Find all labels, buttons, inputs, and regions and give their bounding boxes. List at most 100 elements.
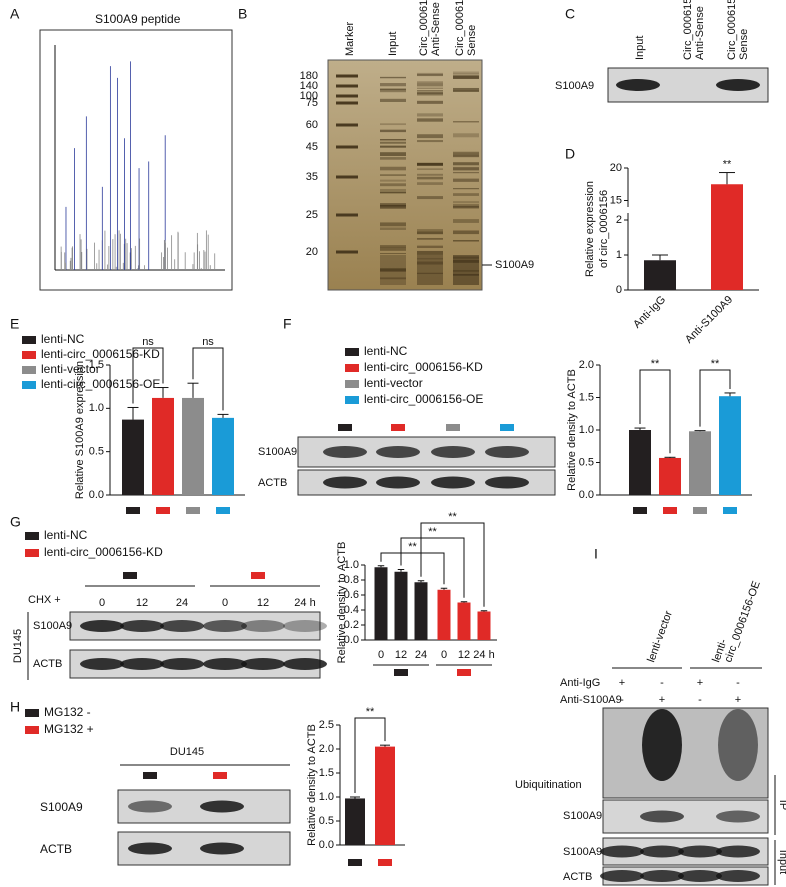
lane-marker — [500, 424, 514, 431]
gel-band — [417, 140, 443, 143]
gel-band — [380, 252, 406, 255]
time-label: 12 — [257, 597, 269, 609]
bar — [644, 260, 676, 290]
gel-band — [380, 152, 406, 157]
gel-band — [417, 91, 443, 95]
y-tick-label: 0.0 — [89, 489, 104, 501]
sign: - — [736, 677, 740, 689]
panel-title: S100A9 peptide — [95, 12, 181, 26]
lane-marker — [213, 772, 227, 779]
gel-band — [417, 93, 443, 96]
category-marker — [348, 859, 362, 866]
blot-band — [241, 658, 285, 670]
gel-band — [417, 231, 443, 235]
bar — [711, 184, 743, 290]
y-tick-label: 0.2 — [344, 619, 359, 631]
gel-band — [417, 176, 443, 180]
gel-band — [453, 203, 479, 206]
y-axis-label: of circ_0006156 — [598, 190, 610, 268]
legend-label: lenti-circ_0006156-OE — [41, 377, 160, 391]
category-marker — [663, 507, 677, 514]
ladder-band — [336, 213, 358, 217]
size-marker: 180 — [300, 70, 318, 82]
lane-label: Sense — [738, 29, 750, 60]
gel-band — [380, 88, 406, 91]
lane-marker — [338, 424, 352, 431]
blot-band — [80, 620, 124, 632]
gel-band — [417, 250, 443, 255]
gel-band — [380, 222, 406, 227]
bracket — [639, 369, 671, 454]
gel-band — [380, 129, 406, 133]
annotation: ** — [408, 541, 417, 553]
gel-band — [453, 76, 479, 80]
gel-band — [453, 151, 479, 154]
panel-letter: B — [238, 6, 247, 22]
blot-label: S100A9 — [40, 800, 83, 814]
blot-band — [431, 446, 475, 458]
gel-band — [417, 83, 443, 87]
gel-band — [417, 182, 443, 185]
y-tick-label: 0.4 — [344, 604, 359, 616]
lane-label: Input — [387, 32, 399, 56]
bracket — [354, 717, 386, 793]
gel-band — [380, 98, 406, 102]
y-tick-label: 0.8 — [344, 574, 359, 586]
legend-label: lenti-circ_0006156-OE — [364, 392, 483, 406]
y-tick-label: 15 — [610, 194, 622, 206]
blot-band — [200, 842, 244, 855]
blot-label: Ubiquitination — [515, 779, 582, 791]
bar — [437, 589, 451, 640]
blot-label: S100A9 — [555, 80, 594, 92]
gel-band — [453, 255, 479, 285]
gel-band — [380, 227, 406, 230]
legend-label: lenti-NC — [364, 344, 408, 358]
lane-label: Sense — [466, 25, 478, 56]
gel-band — [380, 277, 406, 280]
gel-band — [417, 173, 443, 176]
legend-swatch — [345, 348, 359, 356]
bar — [212, 417, 234, 495]
bracket — [192, 347, 224, 411]
category-marker — [156, 507, 170, 514]
y-tick-label: 1.5 — [579, 391, 594, 403]
blot-band — [485, 476, 529, 489]
legend-swatch — [25, 549, 39, 557]
x-tick-label: Anti-IgG — [631, 294, 668, 331]
y-tick-label: 1.0 — [579, 424, 594, 436]
bar — [182, 397, 204, 495]
category-marker — [126, 507, 140, 514]
legend-swatch — [345, 396, 359, 404]
panel-letter: E — [10, 316, 19, 332]
category-marker — [723, 507, 737, 514]
size-marker: 35 — [306, 171, 318, 183]
time-label: 24 — [176, 597, 188, 609]
y-tick-label: 0.5 — [319, 815, 334, 827]
legend-label: MG132 + — [44, 722, 94, 736]
lane-marker — [143, 772, 157, 779]
condition-label: Anti-IgG — [560, 677, 600, 689]
panel-letter: G — [10, 514, 21, 530]
bar — [477, 611, 491, 640]
y-tick-label: 0 — [616, 284, 622, 296]
bar — [457, 602, 471, 640]
gel-band — [417, 261, 443, 265]
blot-band — [716, 845, 760, 858]
ladder-band — [336, 101, 358, 105]
gel-band — [417, 90, 443, 92]
gel-band — [453, 162, 479, 166]
blot-band — [716, 79, 760, 91]
gel-band — [453, 171, 479, 174]
annotation: ** — [428, 526, 437, 538]
category-marker — [186, 507, 200, 514]
legend-swatch — [345, 380, 359, 388]
legend-swatch — [25, 726, 39, 734]
gel-band — [417, 196, 443, 200]
gel-band — [380, 268, 406, 272]
gel-band — [453, 121, 479, 123]
gel-band — [380, 123, 406, 126]
gel-band — [453, 240, 479, 242]
ladder-band — [336, 123, 358, 127]
annotation: ** — [723, 158, 732, 170]
size-marker: 45 — [306, 141, 318, 153]
